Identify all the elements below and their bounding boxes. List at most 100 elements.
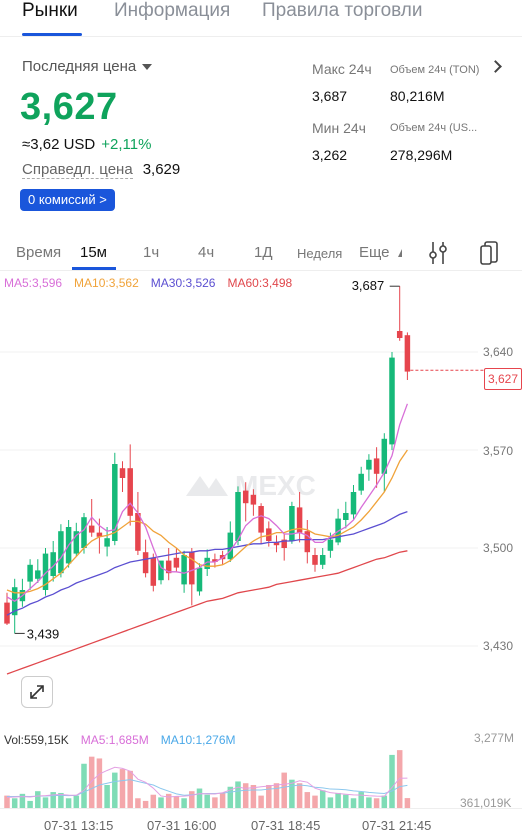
volume-bar xyxy=(312,795,318,808)
volume-ma5-line xyxy=(6,766,408,798)
volume-bar xyxy=(350,798,357,808)
last-price-tag: 3,627 xyxy=(484,368,522,390)
last-price-selector[interactable]: Последняя цена xyxy=(22,58,153,75)
volume-24h-ton-label[interactable]: Объем 24ч (TON) xyxy=(390,64,480,76)
candle-body xyxy=(173,557,180,568)
mexc-logo-icon xyxy=(204,478,228,496)
indicators-settings-icon[interactable] xyxy=(428,240,448,266)
volume-bar xyxy=(65,798,72,808)
candle-body xyxy=(373,458,380,474)
x-axis-label: 07-31 13:15 xyxy=(44,818,114,833)
x-axis-label: 07-31 16:00 xyxy=(147,818,217,833)
high-24h-label: Макс 24ч xyxy=(312,61,372,77)
x-axis-label: 07-31 18:45 xyxy=(251,818,321,833)
candle-body xyxy=(250,494,257,505)
zero-commission-button[interactable]: 0 комиссий > xyxy=(20,189,115,211)
candle-body xyxy=(73,531,80,554)
volume-bar xyxy=(258,795,264,808)
copy-layout-icon[interactable] xyxy=(478,240,500,266)
active-tab-indicator xyxy=(22,33,82,36)
volume-bar xyxy=(289,779,295,808)
volume-axis-top: 3,277M xyxy=(474,731,515,745)
volume-bar xyxy=(158,797,164,808)
ma30-legend: MA30:3,526 xyxy=(150,276,216,290)
more-timeframes-button[interactable]: Еще xyxy=(359,244,402,261)
volume-bar xyxy=(381,795,388,808)
ma-legend: MA5:3,596 MA10:3,562 MA30:3,526 MA60:3,498 xyxy=(4,276,304,290)
candle-body xyxy=(96,532,103,537)
tab-week[interactable]: Неделя xyxy=(297,246,343,261)
market-tabs: Рынки Информация Правила торговли xyxy=(0,0,522,36)
high-24h-value: 3,687 xyxy=(312,88,348,104)
volume-bar xyxy=(81,763,87,808)
more-timeframes-label: Еще xyxy=(359,244,390,261)
candle-body xyxy=(242,490,249,504)
volume-bar xyxy=(212,797,218,808)
tab-4h[interactable]: 4ч xyxy=(198,244,215,261)
tab-markets[interactable]: Рынки xyxy=(22,0,78,21)
y-axis-label: 3,430 xyxy=(483,639,514,653)
volume-bar xyxy=(304,792,311,808)
volume-bar xyxy=(227,786,234,808)
volume-axis-bottom: 361,019K xyxy=(460,796,512,810)
volume-value: Vol:559,15K xyxy=(4,733,69,747)
last-price-label: Последняя цена xyxy=(22,58,137,75)
tab-1d[interactable]: 1Д xyxy=(254,244,273,261)
candle-body xyxy=(319,555,326,565)
candle-body xyxy=(165,560,172,574)
ma30-line xyxy=(6,510,408,616)
volume-bar xyxy=(250,784,257,808)
candle-body xyxy=(350,492,357,515)
candle-body xyxy=(150,557,157,586)
volume-24h-usd-label: Объем 24ч (US... xyxy=(390,122,478,134)
candle-body xyxy=(158,560,164,581)
volume-bar xyxy=(366,797,372,808)
volume-bar xyxy=(150,794,157,808)
volume-bar xyxy=(11,798,18,808)
expand-icon xyxy=(30,685,44,699)
price-change-percent: +2,11% xyxy=(101,136,152,153)
y-axis-label: 3,500 xyxy=(483,541,514,555)
active-timeframe-indicator xyxy=(72,267,116,270)
corner-triangle-icon xyxy=(394,249,402,257)
ma5-line xyxy=(6,403,409,602)
candle-body xyxy=(135,513,141,551)
candle-body xyxy=(27,564,33,582)
volume-bar xyxy=(119,769,126,808)
tab-info[interactable]: Информация xyxy=(114,0,231,21)
candle-body xyxy=(104,538,110,547)
volume-bar xyxy=(335,792,341,808)
candle-body xyxy=(227,532,234,560)
watermark-text: MEXC xyxy=(235,470,316,501)
candle-body xyxy=(4,602,10,624)
volume-bar xyxy=(112,772,118,808)
candle-body xyxy=(327,539,334,551)
volume-bar xyxy=(88,756,95,808)
volume-bar xyxy=(404,798,411,808)
candle-body xyxy=(81,517,87,548)
fair-price-line: Справедл. цена 3,629 xyxy=(22,161,180,179)
volume-bar xyxy=(50,792,56,808)
candle-body xyxy=(381,438,388,474)
tab-trading-rules[interactable]: Правила торговли xyxy=(262,0,423,21)
volume-bar xyxy=(319,790,326,808)
candle-body xyxy=(235,492,241,541)
volume-bar xyxy=(27,800,33,808)
candle-body xyxy=(42,553,49,590)
fair-price-label[interactable]: Справедл. цена xyxy=(22,161,133,179)
tab-1h[interactable]: 1ч xyxy=(143,244,160,261)
last-price-value: 3,627 xyxy=(20,86,118,128)
expand-chart-button[interactable] xyxy=(21,676,53,708)
volume-bar xyxy=(173,796,180,808)
volume-bar xyxy=(135,798,141,808)
tab-time[interactable]: Время xyxy=(16,244,62,261)
tab-15m[interactable]: 15м xyxy=(80,244,107,261)
candle-body xyxy=(258,506,264,533)
candle-body xyxy=(266,528,272,541)
volume-bar xyxy=(235,781,241,808)
candle-body xyxy=(312,555,318,565)
candle-body xyxy=(88,525,95,533)
volume-bar xyxy=(396,750,403,808)
candle-body xyxy=(343,513,349,520)
